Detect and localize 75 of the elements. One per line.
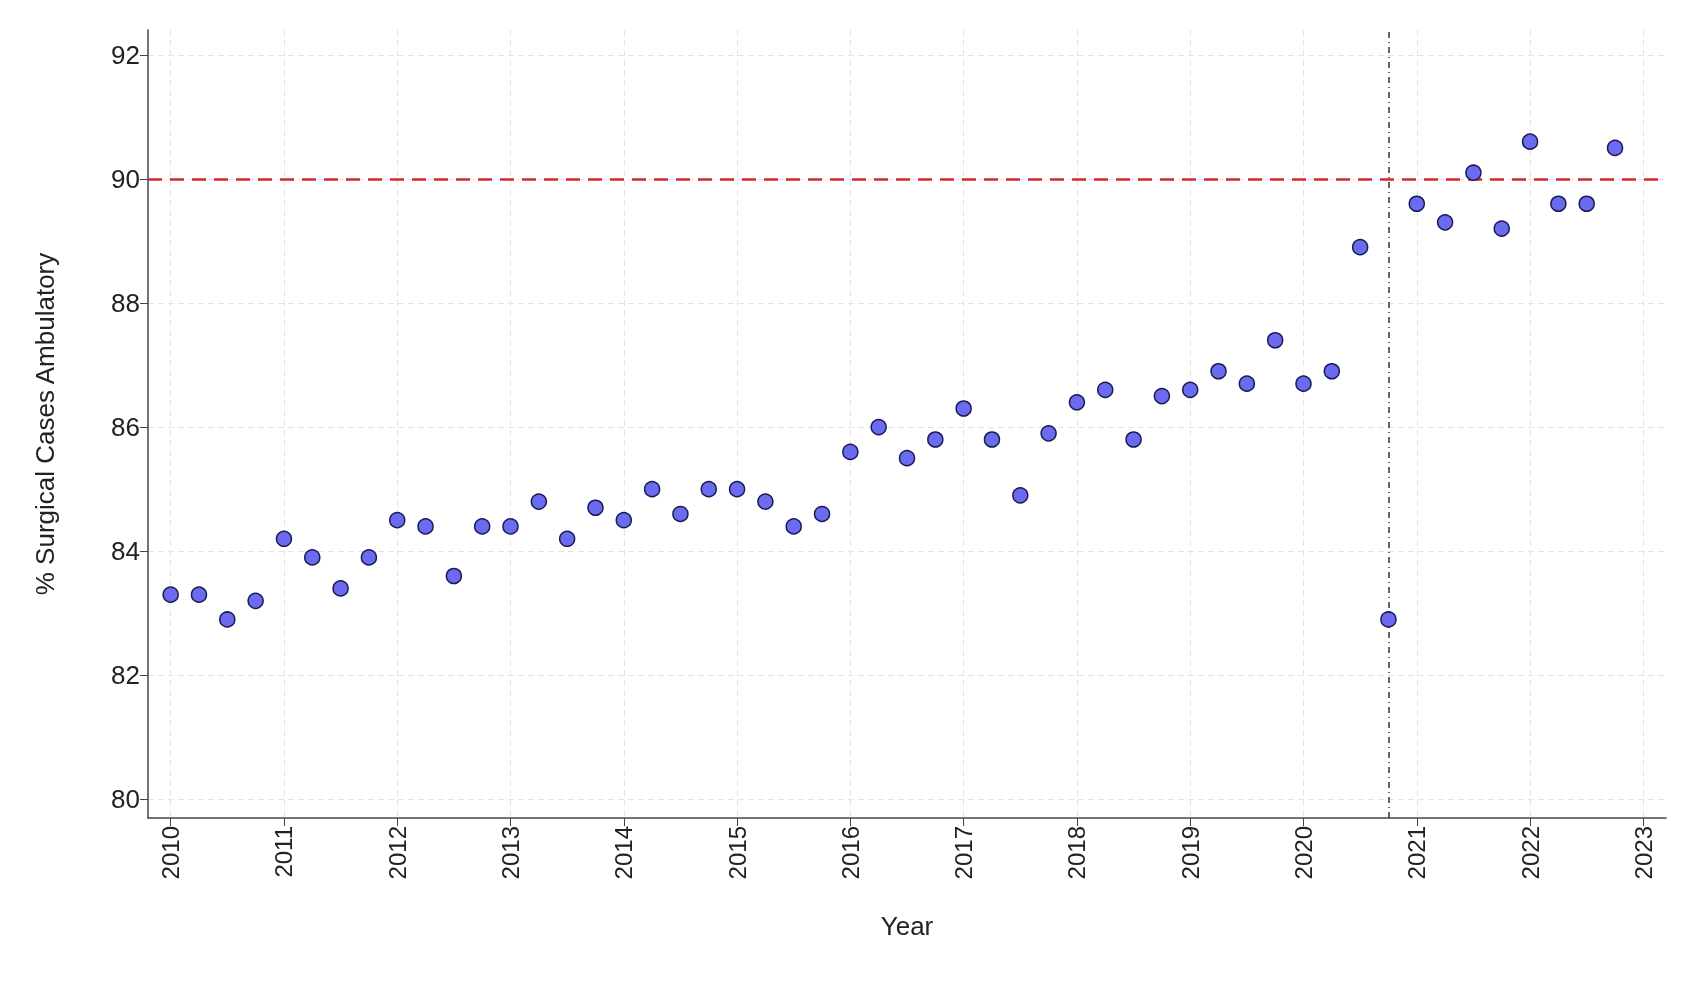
point <box>1323 363 1341 380</box>
point <box>1408 195 1426 212</box>
point <box>757 493 774 510</box>
x-tick-label: 2020 <box>1289 826 1317 880</box>
y-axis-title: % Surgical Cases Ambulatory <box>30 252 60 596</box>
point <box>813 505 831 523</box>
x-tick-label: 2010 <box>157 826 185 880</box>
point <box>1578 195 1595 212</box>
point <box>332 580 349 597</box>
point <box>247 592 264 610</box>
x-tick-label: 2016 <box>836 826 864 880</box>
point <box>870 418 887 436</box>
point <box>983 431 1001 448</box>
y-tick-label: 82 <box>111 660 140 691</box>
point <box>558 530 576 548</box>
point <box>1125 431 1142 448</box>
x-tick-label: 2014 <box>610 826 638 880</box>
y-tick-label: 88 <box>111 288 140 319</box>
point <box>190 586 208 603</box>
point <box>473 518 491 535</box>
x-axis-title: Year <box>880 911 934 941</box>
point <box>1153 387 1171 405</box>
point <box>643 480 661 498</box>
point <box>672 505 689 523</box>
point <box>445 567 463 585</box>
point <box>1465 164 1482 181</box>
point <box>1351 238 1369 256</box>
point <box>1380 611 1397 628</box>
point <box>587 499 604 517</box>
point <box>417 518 434 535</box>
y-tick-label: 92 <box>111 39 140 70</box>
point <box>1012 487 1029 504</box>
point <box>388 511 406 529</box>
y-tick-label: 86 <box>111 412 140 443</box>
point <box>785 518 802 535</box>
point <box>927 431 944 448</box>
point <box>842 443 859 461</box>
y-tick-label: 90 <box>111 163 140 194</box>
x-tick-label: 2011 <box>270 826 298 878</box>
x-tick-label: 2023 <box>1629 826 1657 880</box>
x-tick-label: 2015 <box>723 826 751 880</box>
point <box>1068 394 1086 411</box>
point <box>1550 195 1567 212</box>
point <box>304 549 321 566</box>
x-tick-label: 2013 <box>497 826 525 880</box>
point <box>502 518 519 535</box>
point <box>1295 375 1312 392</box>
point <box>728 480 746 498</box>
point <box>219 611 236 628</box>
x-tick-label: 2019 <box>1176 826 1204 880</box>
point <box>1493 220 1510 237</box>
point <box>955 400 972 417</box>
point <box>1521 133 1539 150</box>
point <box>1210 363 1227 380</box>
point <box>1181 381 1199 399</box>
point <box>1606 139 1624 157</box>
y-tick-label: 80 <box>111 784 140 815</box>
x-tick-label: 2018 <box>1063 826 1091 880</box>
point <box>1238 375 1256 392</box>
point <box>898 449 916 467</box>
point <box>700 480 717 498</box>
x-tick-label: 2021 <box>1403 826 1431 880</box>
point <box>1436 214 1454 231</box>
point <box>1097 381 1114 399</box>
point <box>615 511 633 529</box>
x-tick-label: 2012 <box>383 826 411 880</box>
point <box>275 530 293 548</box>
point <box>530 493 548 510</box>
point <box>162 586 179 603</box>
point <box>360 549 378 566</box>
point <box>1040 425 1057 442</box>
x-tick-label: 2017 <box>950 826 978 880</box>
y-tick-label: 84 <box>111 536 140 567</box>
x-tick-label: 2022 <box>1516 826 1544 880</box>
point <box>1266 331 1284 349</box>
